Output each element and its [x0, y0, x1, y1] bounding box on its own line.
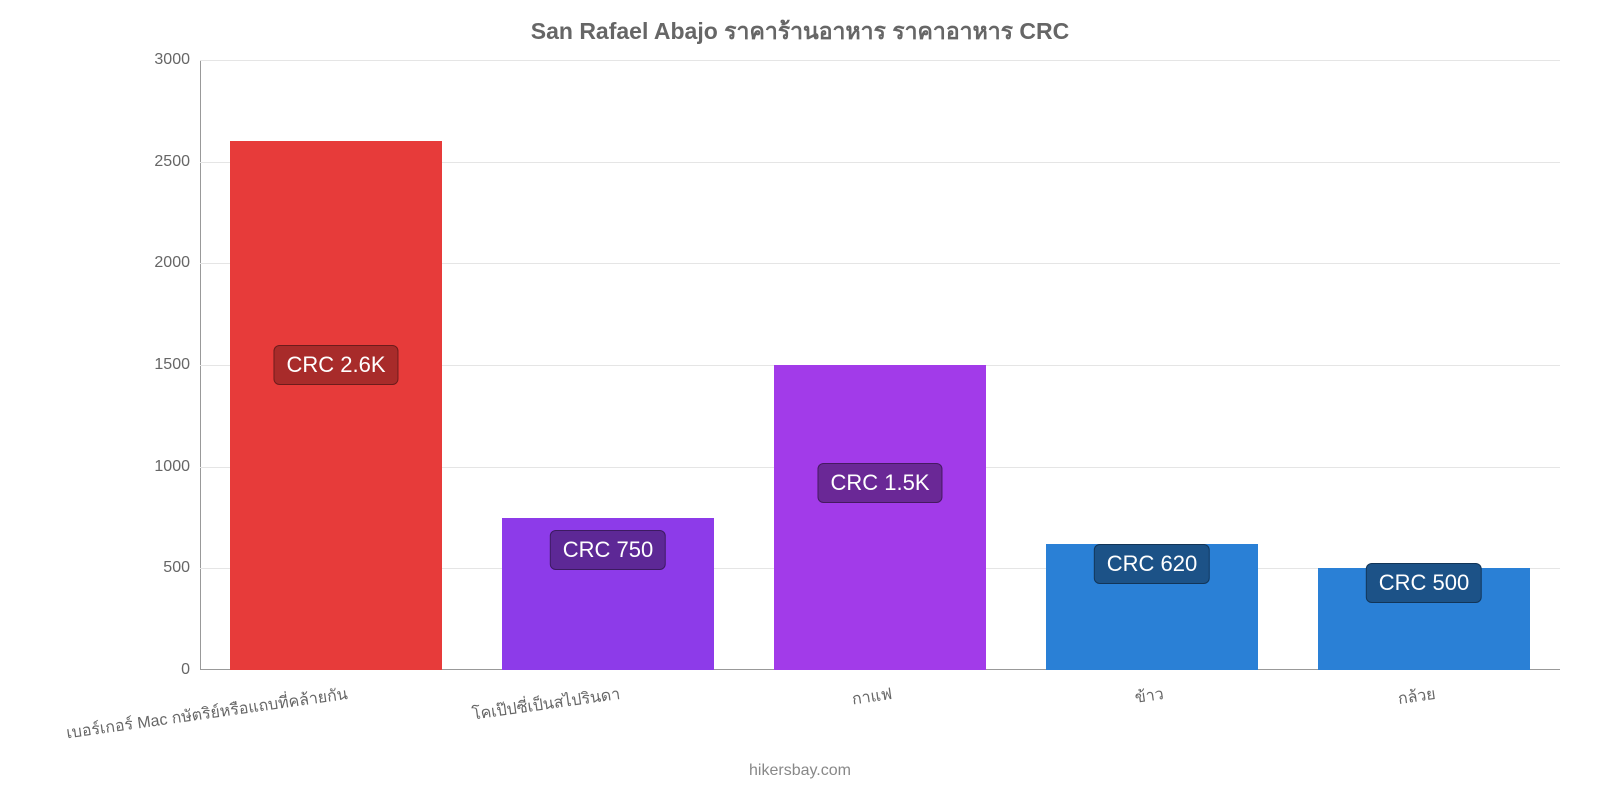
grid-line — [200, 60, 1560, 61]
x-tick-label: กาแฟ — [850, 682, 893, 712]
y-tick-label: 3000 — [154, 51, 200, 69]
bar-value-label: CRC 750 — [550, 530, 666, 570]
source-attribution: hikersbay.com — [0, 762, 1600, 780]
x-tick-label: เบอร์เกอร์ Mac กษัตริย์หรือแถบที่คล้ายกั… — [65, 682, 350, 746]
x-tick-label: กล้วย — [1397, 682, 1438, 712]
bar-value-label: CRC 500 — [1366, 563, 1482, 603]
x-tick-label: ข้าว — [1133, 682, 1165, 711]
y-tick-label: 0 — [181, 661, 200, 679]
y-tick-label: 1500 — [154, 356, 200, 374]
y-tick-label: 1000 — [154, 458, 200, 476]
chart-title: San Rafael Abajo ราคาร้านอาหาร ราคาอาหาร… — [0, 14, 1600, 50]
price-bar-chart: San Rafael Abajo ราคาร้านอาหาร ราคาอาหาร… — [0, 0, 1600, 800]
bar-value-label: CRC 2.6K — [273, 345, 398, 385]
x-tick-label: โคเป๊ปซี่เป็นสไปรินดา — [470, 682, 621, 728]
y-tick-label: 500 — [163, 559, 200, 577]
bar — [230, 141, 442, 670]
y-tick-label: 2000 — [154, 254, 200, 272]
y-tick-label: 2500 — [154, 153, 200, 171]
plot-area: 050010001500200025003000CRC 2.6Kเบอร์เกอ… — [200, 60, 1560, 670]
bar-value-label: CRC 1.5K — [817, 463, 942, 503]
bar — [774, 365, 986, 670]
bar-value-label: CRC 620 — [1094, 544, 1210, 584]
